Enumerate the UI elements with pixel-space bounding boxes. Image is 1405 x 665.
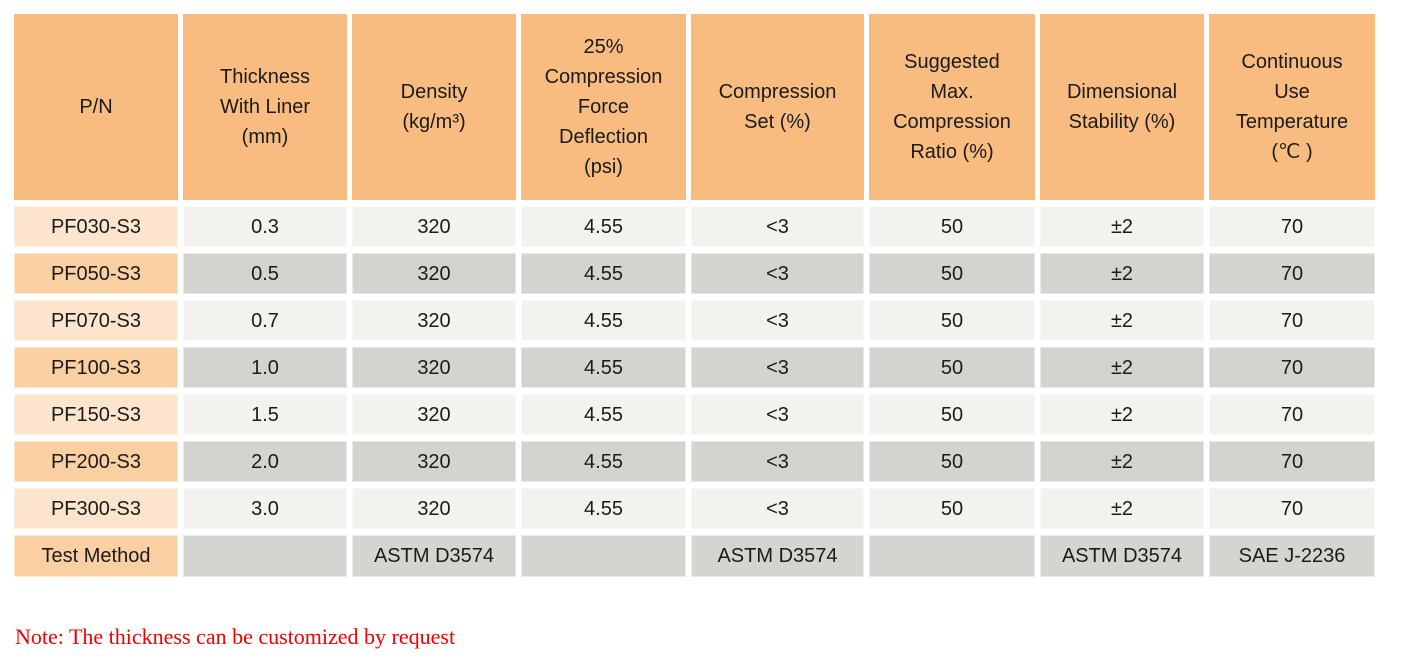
pn-cell: PF070-S3	[14, 300, 178, 341]
value-cell: 320	[352, 300, 516, 341]
table-row: PF100-S3 1.0 320 4.55 <3 50 ±2 70	[14, 347, 1375, 388]
value-cell: 50	[869, 441, 1035, 482]
value-cell: 0.7	[183, 300, 347, 341]
value-cell: 50	[869, 206, 1035, 247]
table-row: PF300-S3 3.0 320 4.55 <3 50 ±2 70	[14, 488, 1375, 529]
value-cell: 70	[1209, 394, 1375, 435]
value-cell: ±2	[1040, 206, 1204, 247]
value-cell: 50	[869, 488, 1035, 529]
pn-cell: PF050-S3	[14, 253, 178, 294]
value-cell: 50	[869, 253, 1035, 294]
value-cell: 3.0	[183, 488, 347, 529]
pn-cell: PF030-S3	[14, 206, 178, 247]
value-cell: <3	[691, 253, 864, 294]
value-cell: 70	[1209, 347, 1375, 388]
note-text: Note: The thickness can be customized by…	[15, 624, 456, 649]
value-cell: 4.55	[521, 488, 686, 529]
table-row: PF070-S3 0.7 320 4.55 <3 50 ±2 70	[14, 300, 1375, 341]
value-cell: 320	[352, 347, 516, 388]
value-cell: ±2	[1040, 488, 1204, 529]
test-method-cell: ASTM D3574	[352, 535, 516, 577]
table-header-dimensional-stability: Dimensional Stability (%)	[1040, 14, 1204, 200]
table-row: PF150-S3 1.5 320 4.55 <3 50 ±2 70	[14, 394, 1375, 435]
value-cell: <3	[691, 394, 864, 435]
value-cell: 50	[869, 347, 1035, 388]
table-row: PF200-S3 2.0 320 4.55 <3 50 ±2 70	[14, 441, 1375, 482]
table-header-continuous-use-temperature: Continuous Use Temperature (℃ )	[1209, 14, 1375, 200]
value-cell: 4.55	[521, 347, 686, 388]
value-cell: 70	[1209, 253, 1375, 294]
table-header-row: P/N Thickness With Liner (mm) Density (k…	[14, 14, 1375, 200]
test-method-label: Test Method	[14, 535, 178, 577]
value-cell: 1.5	[183, 394, 347, 435]
test-method-cell: ASTM D3574	[1040, 535, 1204, 577]
value-cell: 70	[1209, 206, 1375, 247]
table-header-compression-set: Compression Set (%)	[691, 14, 864, 200]
value-cell: 320	[352, 394, 516, 435]
value-cell: ±2	[1040, 441, 1204, 482]
test-method-cell: SAE J-2236	[1209, 535, 1375, 577]
table-header-pn: P/N	[14, 14, 178, 200]
value-cell: 50	[869, 394, 1035, 435]
value-cell: 4.55	[521, 441, 686, 482]
value-cell: 70	[1209, 300, 1375, 341]
table-header-max-compression-ratio: Suggested Max. Compression Ratio (%)	[869, 14, 1035, 200]
table-header-thickness: Thickness With Liner (mm)	[183, 14, 347, 200]
test-method-row: Test Method ASTM D3574 ASTM D3574 ASTM D…	[14, 535, 1375, 577]
value-cell: 70	[1209, 488, 1375, 529]
value-cell: 70	[1209, 441, 1375, 482]
value-cell: 320	[352, 206, 516, 247]
value-cell: 4.55	[521, 300, 686, 341]
value-cell: 50	[869, 300, 1035, 341]
test-method-cell: ASTM D3574	[691, 535, 864, 577]
test-method-cell	[183, 535, 347, 577]
value-cell: <3	[691, 206, 864, 247]
value-cell: ±2	[1040, 253, 1204, 294]
value-cell: 2.0	[183, 441, 347, 482]
value-cell: 0.5	[183, 253, 347, 294]
value-cell: <3	[691, 300, 864, 341]
value-cell: <3	[691, 347, 864, 388]
value-cell: ±2	[1040, 347, 1204, 388]
value-cell: 1.0	[183, 347, 347, 388]
value-cell: 320	[352, 253, 516, 294]
value-cell: 0.3	[183, 206, 347, 247]
test-method-cell	[521, 535, 686, 577]
table-header-cfd: 25% Compression Force Deflection (psi)	[521, 14, 686, 200]
pn-cell: PF200-S3	[14, 441, 178, 482]
value-cell: <3	[691, 488, 864, 529]
value-cell: ±2	[1040, 394, 1204, 435]
value-cell: 320	[352, 441, 516, 482]
pn-cell: PF150-S3	[14, 394, 178, 435]
spec-table: P/N Thickness With Liner (mm) Density (k…	[14, 14, 1375, 583]
value-cell: 4.55	[521, 206, 686, 247]
test-method-cell	[869, 535, 1035, 577]
value-cell: 4.55	[521, 394, 686, 435]
table-header-density: Density (kg/m³)	[352, 14, 516, 200]
pn-cell: PF100-S3	[14, 347, 178, 388]
table-row: PF030-S3 0.3 320 4.55 <3 50 ±2 70	[14, 206, 1375, 247]
value-cell: ±2	[1040, 300, 1204, 341]
value-cell: <3	[691, 441, 864, 482]
pn-cell: PF300-S3	[14, 488, 178, 529]
value-cell: 320	[352, 488, 516, 529]
value-cell: 4.55	[521, 253, 686, 294]
table-row: PF050-S3 0.5 320 4.55 <3 50 ±2 70	[14, 253, 1375, 294]
